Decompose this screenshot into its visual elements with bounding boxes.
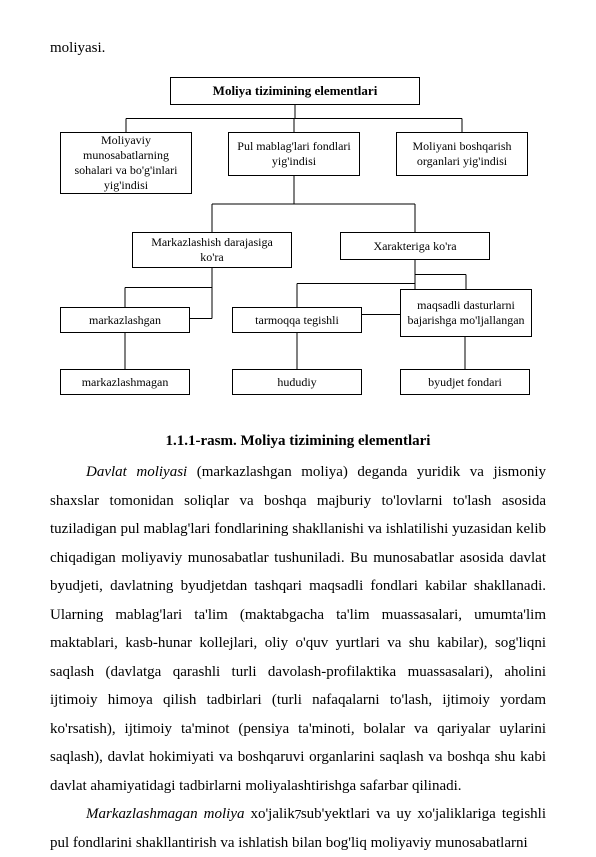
document-page: moliyasi. Moliya tizimining elementlariM…: [0, 0, 596, 842]
flowchart-node: Markazlashish darajasiga ko'ra: [132, 232, 292, 268]
flowchart-node: markazlashgan: [60, 307, 190, 333]
flowchart-node: markazlashmagan: [60, 369, 190, 395]
flowchart-node: hududiy: [232, 369, 362, 395]
page-number: 7: [0, 808, 596, 824]
leading-word: moliyasi.: [50, 40, 546, 57]
flowchart-node: Moliyani boshqarish organlari yig'indisi: [396, 132, 528, 176]
flowchart-node: maqsadli dasturlarni bajarishga mo'ljall…: [400, 289, 532, 337]
flowchart-node: Xarakteriga ko'ra: [340, 232, 490, 260]
flowchart-node: Moliyaviy munosabatlarning sohalari va b…: [60, 132, 192, 194]
flowchart-node: Pul mablag'lari fondlari yig'indisi: [228, 132, 360, 176]
flowchart-diagram: Moliya tizimining elementlari Moliyaviy m…: [50, 77, 546, 427]
flowchart-node: byudjet fondari: [400, 369, 530, 395]
flowchart-node: Moliya tizimining elementlari: [170, 77, 420, 105]
body-paragraph-1: Davlat moliyasi (markazlashgan moliya) d…: [50, 458, 546, 800]
figure-caption: 1.1.1-rasm. Moliya tizimining elementlar…: [50, 433, 546, 450]
flowchart-node: tarmoqqa tegishli: [232, 307, 362, 333]
